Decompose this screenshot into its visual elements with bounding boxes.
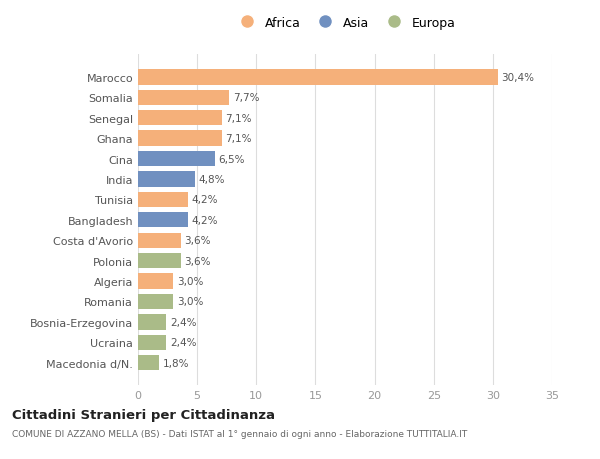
Text: 7,7%: 7,7% xyxy=(233,93,259,103)
Text: 7,1%: 7,1% xyxy=(226,134,252,144)
Text: 7,1%: 7,1% xyxy=(226,113,252,123)
Bar xyxy=(138,355,159,370)
Bar xyxy=(138,131,222,146)
Bar xyxy=(138,335,166,350)
Text: 6,5%: 6,5% xyxy=(218,154,245,164)
Text: 4,8%: 4,8% xyxy=(199,174,225,185)
Text: 3,6%: 3,6% xyxy=(184,236,211,246)
Text: 2,4%: 2,4% xyxy=(170,317,196,327)
Text: COMUNE DI AZZANO MELLA (BS) - Dati ISTAT al 1° gennaio di ogni anno - Elaborazio: COMUNE DI AZZANO MELLA (BS) - Dati ISTAT… xyxy=(12,429,467,438)
Legend: Africa, Asia, Europa: Africa, Asia, Europa xyxy=(229,12,461,35)
Bar xyxy=(138,90,229,106)
Bar xyxy=(138,233,181,248)
Bar xyxy=(138,192,188,207)
Text: 3,6%: 3,6% xyxy=(184,256,211,266)
Text: 3,0%: 3,0% xyxy=(177,297,203,307)
Bar xyxy=(138,70,497,85)
Bar xyxy=(138,294,173,309)
Text: 4,2%: 4,2% xyxy=(191,215,218,225)
Text: 2,4%: 2,4% xyxy=(170,337,196,347)
Bar xyxy=(138,172,195,187)
Bar xyxy=(138,111,222,126)
Text: 4,2%: 4,2% xyxy=(191,195,218,205)
Bar xyxy=(138,213,188,228)
Bar xyxy=(138,274,173,289)
Text: 1,8%: 1,8% xyxy=(163,358,190,368)
Text: Cittadini Stranieri per Cittadinanza: Cittadini Stranieri per Cittadinanza xyxy=(12,408,275,421)
Bar xyxy=(138,253,181,269)
Text: 30,4%: 30,4% xyxy=(501,73,534,83)
Bar xyxy=(138,151,215,167)
Text: 3,0%: 3,0% xyxy=(177,276,203,286)
Bar xyxy=(138,314,166,330)
